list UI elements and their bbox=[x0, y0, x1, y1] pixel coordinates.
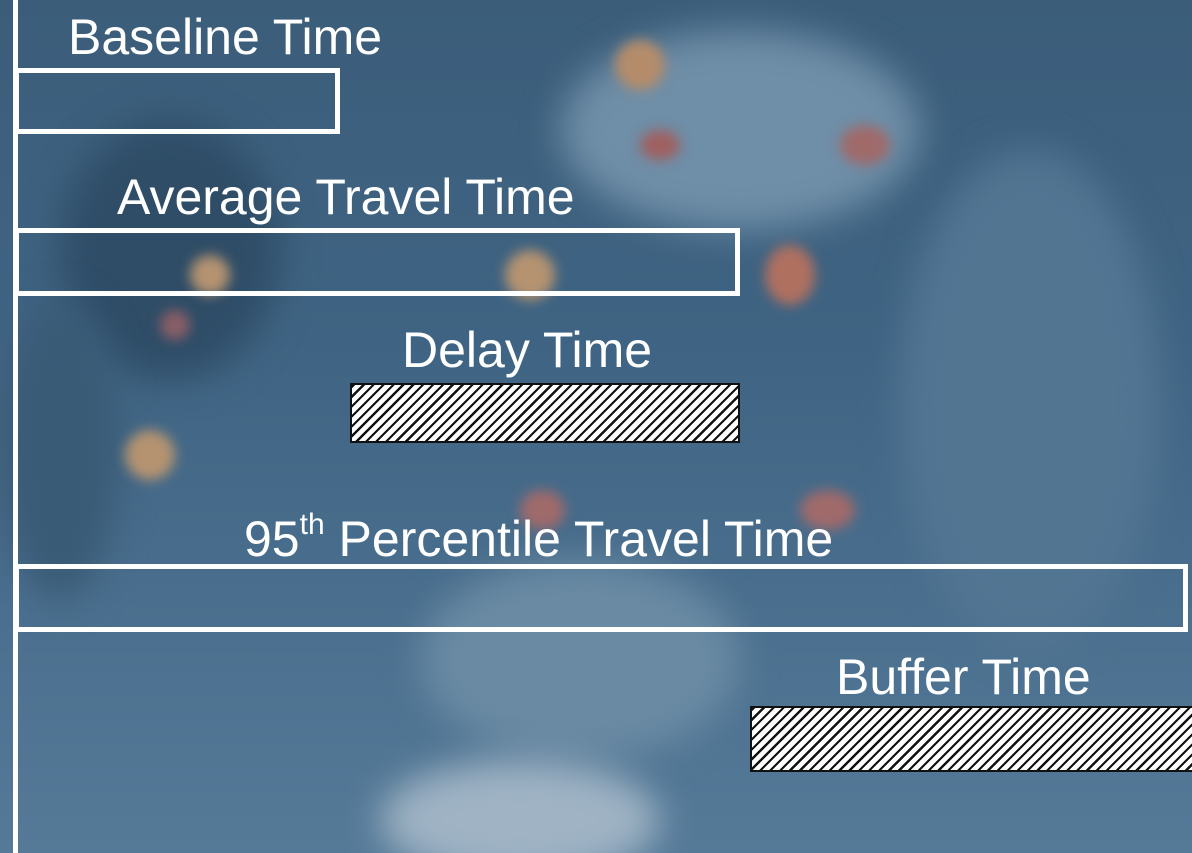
baseline-time-bar bbox=[14, 68, 340, 134]
delay-time-label: Delay Time bbox=[402, 322, 653, 378]
time-axis-line bbox=[13, 0, 18, 853]
average-travel-time-bar bbox=[14, 228, 740, 296]
average-travel-time-label: Average Travel Time bbox=[117, 169, 575, 225]
percentile-number: 95 bbox=[244, 511, 300, 567]
percentile-ordinal-suffix: th bbox=[299, 508, 325, 541]
buffer-time-hatched-bar bbox=[750, 706, 1192, 772]
95th-percentile-travel-time-bar bbox=[14, 564, 1188, 632]
buffer-time-label: Buffer Time bbox=[836, 649, 1091, 705]
baseline-time-label: Baseline Time bbox=[68, 9, 383, 65]
percentile-label-text: Percentile Travel Time bbox=[324, 511, 834, 567]
delay-time-hatched-bar bbox=[350, 383, 740, 443]
95th-percentile-travel-time-label: 95th Percentile Travel Time bbox=[244, 510, 834, 567]
